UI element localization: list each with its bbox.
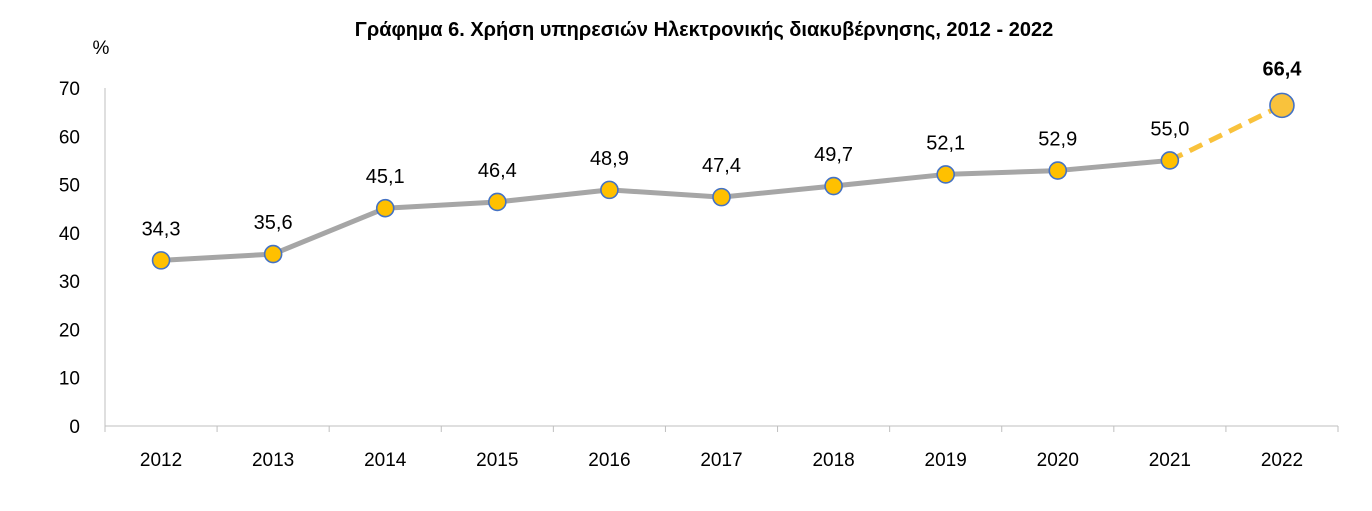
y-tick-label: 20 [59, 320, 80, 341]
y-tick-label: 50 [59, 176, 80, 197]
data-label: 52,9 [1038, 129, 1077, 151]
x-tick-label: 2016 [588, 450, 630, 471]
data-point [936, 165, 955, 184]
data-point [600, 180, 619, 200]
data-label: 46,4 [478, 160, 517, 182]
x-tick-label: 2014 [364, 450, 407, 471]
data-point [375, 198, 395, 218]
y-tick-label: 40 [59, 224, 80, 245]
axes: 0 10 20 30 40 50 60 70 2012 2013 2014 2015 2016 2017 2… [59, 79, 1339, 471]
x-tick-label: 2017 [700, 450, 742, 471]
data-label: 47,4 [702, 155, 741, 177]
y-tick-label: 70 [59, 79, 80, 100]
x-tick-label: 2013 [252, 450, 294, 471]
x-tick-label: 2019 [925, 450, 967, 471]
data-point [1048, 161, 1068, 180]
data-point [488, 192, 507, 212]
data-point [712, 187, 731, 207]
x-tick-label: 2018 [812, 450, 854, 471]
series-lines [158, 103, 1284, 263]
y-tick-label: 0 [69, 417, 80, 438]
y-tick-label: 60 [59, 127, 80, 148]
data-point [824, 176, 843, 196]
data-label: 52,1 [926, 132, 965, 154]
data-label: 35,6 [254, 212, 293, 234]
data-point [1160, 151, 1180, 170]
data-labels: 34,3 35,6 45,1 46,4 48,9 47,4 49,7 52,1 52,9 55,0… [142, 58, 1303, 240]
data-point [263, 244, 283, 264]
data-point [151, 251, 171, 270]
data-label: 55,0 [1150, 118, 1189, 140]
x-tick-label: 2012 [140, 450, 182, 471]
x-tick-label: 2021 [1149, 450, 1191, 471]
data-label-highlight: 66,4 [1262, 58, 1302, 80]
data-label: 48,9 [590, 148, 629, 170]
y-tick-label: 10 [59, 369, 80, 390]
data-label: 45,1 [366, 166, 405, 188]
y-tick-label: 30 [59, 272, 80, 293]
data-point-highlight [1269, 92, 1295, 119]
chart-title: Γράφημα 6. Χρήση υπηρεσιών Ηλεκτρονικής … [355, 19, 1053, 41]
y-axis-unit-label: % [93, 38, 110, 59]
data-label: 49,7 [814, 144, 853, 166]
data-label: 34,3 [142, 218, 181, 240]
series-line [158, 157, 1173, 263]
x-tick-label: 2020 [1037, 450, 1079, 471]
x-tick-label: 2015 [476, 450, 518, 471]
series-markers [151, 92, 1295, 270]
x-tick-label: 2022 [1261, 450, 1303, 471]
